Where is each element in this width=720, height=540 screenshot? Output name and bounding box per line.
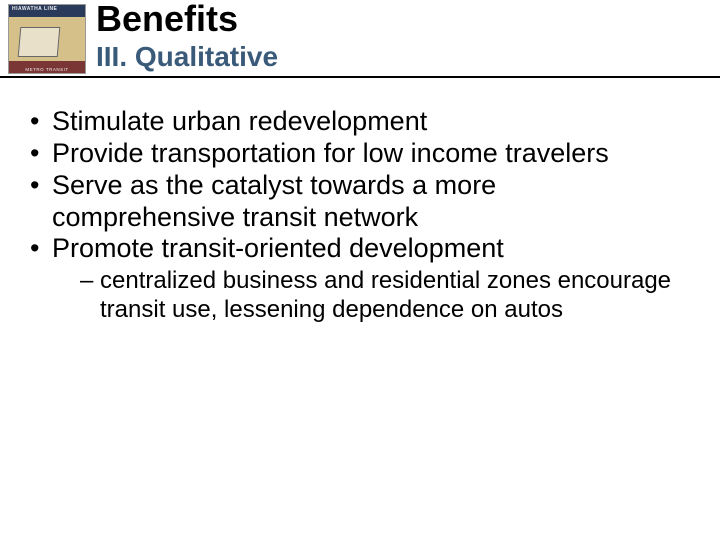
bullet-list: Stimulate urban redevelopment Provide tr… — [26, 106, 680, 324]
bullet-item: Stimulate urban redevelopment — [26, 106, 680, 138]
train-icon — [18, 27, 61, 57]
sub-bullet-list: centralized business and residential zon… — [52, 267, 680, 324]
bullet-item: Promote transit-oriented development cen… — [26, 233, 680, 323]
sub-bullet-item: centralized business and residential zon… — [52, 267, 680, 324]
slide-title: Benefits — [96, 0, 278, 38]
bullet-text: Stimulate urban redevelopment — [52, 106, 427, 136]
bullet-item: Provide transportation for low income tr… — [26, 138, 680, 170]
title-block: Benefits III. Qualitative — [96, 0, 278, 73]
slide-header: HIAWATHA LINE METRO TRANSIT Benefits III… — [0, 0, 720, 78]
slide-subtitle: III. Qualitative — [96, 40, 278, 74]
bullet-text: Provide transportation for low income tr… — [52, 138, 609, 168]
bullet-text: Promote transit-oriented development — [52, 233, 504, 263]
logo-top-text: HIAWATHA LINE — [12, 6, 57, 12]
logo-bottom-text: METRO TRANSIT — [9, 67, 85, 72]
bullet-text: Serve as the catalyst towards a more com… — [52, 170, 496, 232]
sub-bullet-text: centralized business and residential zon… — [100, 267, 671, 322]
slide-content: Stimulate urban redevelopment Provide tr… — [0, 78, 720, 324]
bullet-item: Serve as the catalyst towards a more com… — [26, 170, 680, 234]
hiawatha-logo: HIAWATHA LINE METRO TRANSIT — [8, 4, 86, 74]
